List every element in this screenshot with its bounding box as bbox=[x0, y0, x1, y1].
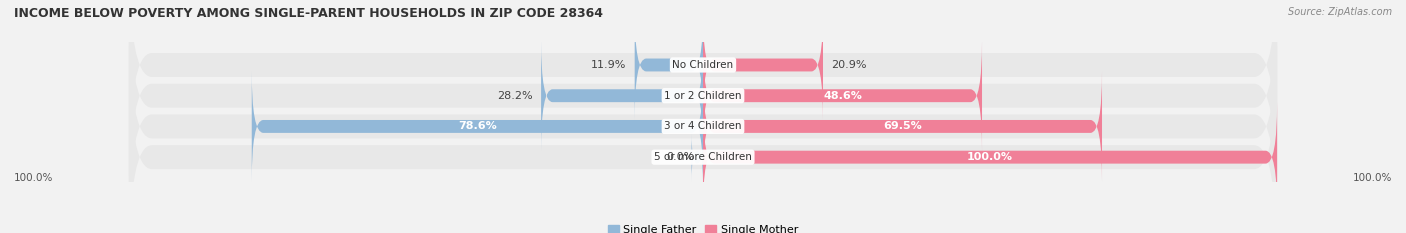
Text: 3 or 4 Children: 3 or 4 Children bbox=[664, 121, 742, 131]
FancyBboxPatch shape bbox=[703, 102, 1277, 212]
Text: 0.0%: 0.0% bbox=[666, 152, 695, 162]
Text: 48.6%: 48.6% bbox=[823, 91, 862, 101]
Text: 78.6%: 78.6% bbox=[458, 121, 496, 131]
FancyBboxPatch shape bbox=[703, 72, 1102, 182]
Text: 28.2%: 28.2% bbox=[496, 91, 533, 101]
FancyBboxPatch shape bbox=[252, 72, 703, 182]
FancyBboxPatch shape bbox=[703, 10, 823, 120]
FancyBboxPatch shape bbox=[703, 41, 981, 151]
FancyBboxPatch shape bbox=[129, 16, 1277, 233]
Text: 5 or more Children: 5 or more Children bbox=[654, 152, 752, 162]
FancyBboxPatch shape bbox=[692, 133, 703, 182]
FancyBboxPatch shape bbox=[541, 41, 703, 151]
Legend: Single Father, Single Mother: Single Father, Single Mother bbox=[603, 220, 803, 233]
FancyBboxPatch shape bbox=[129, 0, 1277, 207]
Text: 100.0%: 100.0% bbox=[14, 173, 53, 183]
Text: No Children: No Children bbox=[672, 60, 734, 70]
Text: Source: ZipAtlas.com: Source: ZipAtlas.com bbox=[1288, 7, 1392, 17]
FancyBboxPatch shape bbox=[634, 10, 703, 120]
Text: 100.0%: 100.0% bbox=[1353, 173, 1392, 183]
Text: 1 or 2 Children: 1 or 2 Children bbox=[664, 91, 742, 101]
Text: 11.9%: 11.9% bbox=[591, 60, 626, 70]
Text: 20.9%: 20.9% bbox=[831, 60, 868, 70]
Text: INCOME BELOW POVERTY AMONG SINGLE-PARENT HOUSEHOLDS IN ZIP CODE 28364: INCOME BELOW POVERTY AMONG SINGLE-PARENT… bbox=[14, 7, 603, 20]
FancyBboxPatch shape bbox=[129, 0, 1277, 176]
Text: 69.5%: 69.5% bbox=[883, 121, 922, 131]
FancyBboxPatch shape bbox=[129, 46, 1277, 233]
Text: 100.0%: 100.0% bbox=[967, 152, 1014, 162]
